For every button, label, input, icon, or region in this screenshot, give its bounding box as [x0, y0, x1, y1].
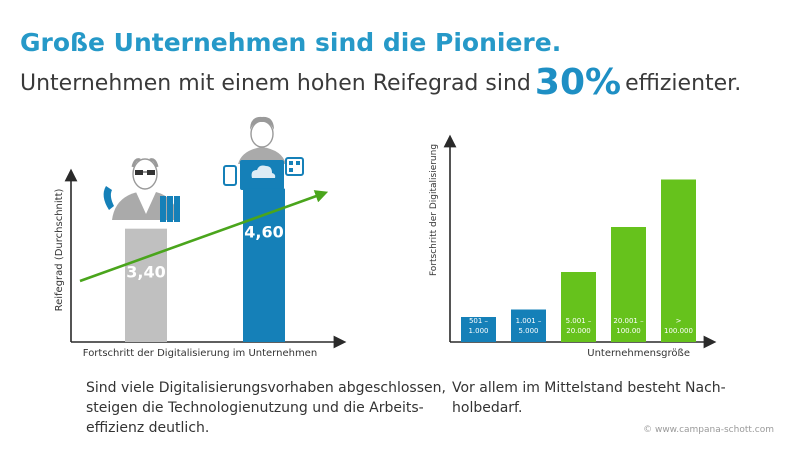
- chart1-ylabel: Reifegrad (Durchschnitt): [54, 189, 65, 312]
- subtitle-highlight: 30%: [534, 62, 622, 103]
- left-caption: Sind viele Digitalisierungsvorhaben abge…: [86, 378, 446, 438]
- older-employee-icon: [103, 158, 180, 222]
- right-caption: Vor allem im Mittelstand besteht Nach- h…: [452, 378, 726, 418]
- page-subtitle: Unternehmen mit einem hohen Reifegrad si…: [20, 62, 741, 103]
- bar-0: [125, 228, 167, 342]
- trend-arrow: [79, 190, 329, 283]
- subtitle-after: effizienter.: [625, 71, 742, 96]
- page-title: Große Unternehmen sind die Pioniere.: [20, 28, 562, 57]
- left-caption-line: effizienz deutlich.: [86, 420, 210, 436]
- subtitle-before: Unternehmen mit einem hohen Reifegrad si…: [20, 71, 531, 96]
- left-caption-line: Sind viele Digitalisierungsvorhaben abge…: [86, 380, 446, 396]
- bar-1: [243, 188, 285, 342]
- bar-value-label: 3,40: [126, 263, 165, 282]
- copyright-notice: © www.campana-schott.com: [643, 425, 774, 435]
- bar-value-label: 4,60: [244, 223, 283, 242]
- right-caption-line: Vor allem im Mittelstand besteht Nach-: [452, 380, 726, 396]
- chart1-xlabel: Fortschritt der Digitalisierung im Unter…: [83, 348, 317, 359]
- left-caption-line: steigen die Technologienutzung und die A…: [86, 400, 424, 416]
- young-employee-icon: [223, 116, 304, 190]
- right-caption-line: holbedarf.: [452, 400, 523, 416]
